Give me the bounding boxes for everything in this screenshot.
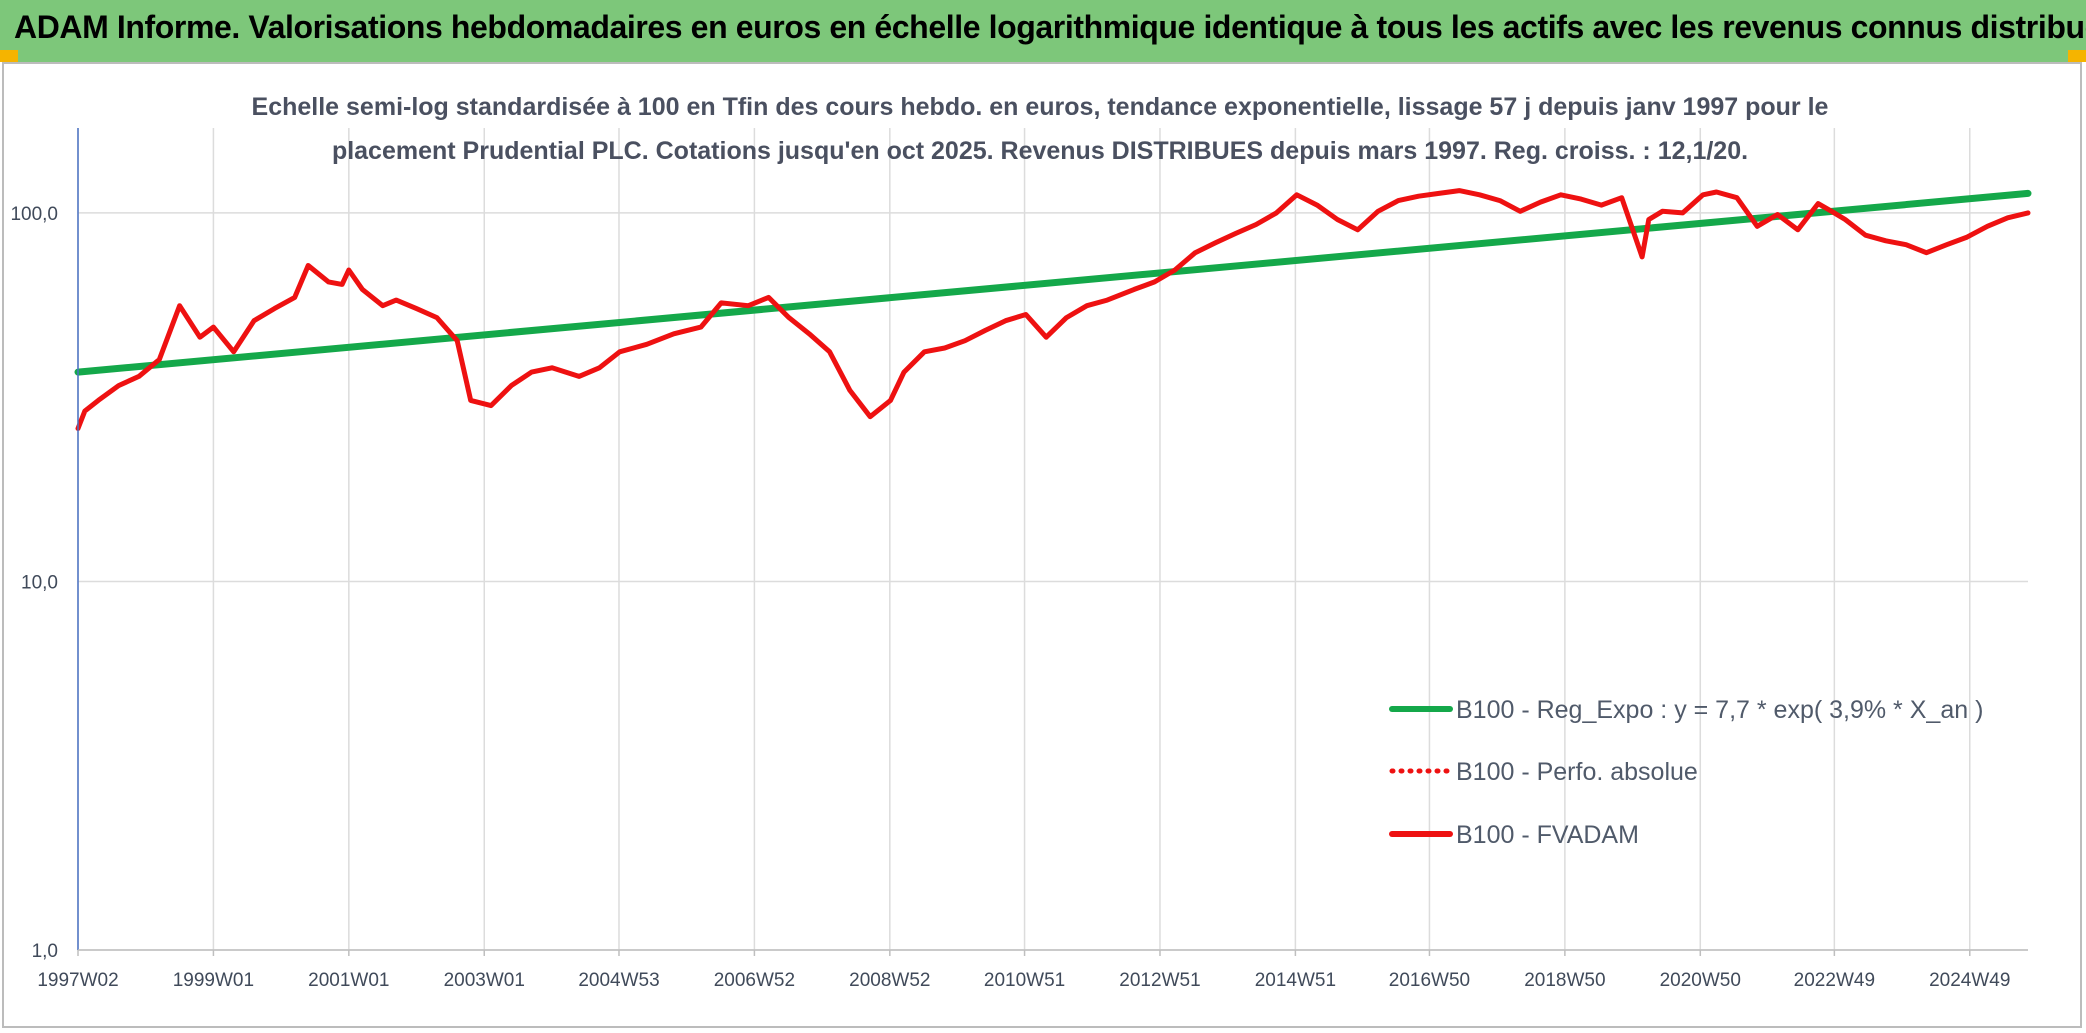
x-tick-label: 2012W51 bbox=[1119, 970, 1200, 991]
y-tick-label: 1,0 bbox=[32, 941, 58, 962]
legend: B100 - Reg_Expo : y = 7,7 * exp( 3,9% * … bbox=[1389, 696, 1983, 849]
corner-accent-left bbox=[0, 50, 18, 62]
x-tick-label: 2003W01 bbox=[444, 970, 525, 991]
report-title: ADAM Informe. Valorisations hebdomadaire… bbox=[14, 9, 2086, 45]
x-tick-label: 1999W01 bbox=[173, 970, 254, 991]
chart-title-line: placement Prudential PLC. Cotations jusq… bbox=[332, 137, 1748, 165]
x-tick-label: 2024W49 bbox=[1929, 970, 2010, 991]
x-tick-label: 2008W52 bbox=[849, 970, 930, 991]
x-tick-label: 2014W51 bbox=[1255, 970, 1336, 991]
y-tick-label: 10,0 bbox=[21, 572, 58, 593]
x-tick-label: 2010W51 bbox=[984, 970, 1065, 991]
y-tick-label: 100,0 bbox=[10, 204, 58, 225]
x-tick-label: 2020W50 bbox=[1660, 970, 1741, 991]
x-tick-label: 2001W01 bbox=[308, 970, 389, 991]
legend-item-perfo-absolue-label: B100 - Perfo. absolue bbox=[1456, 758, 1698, 786]
x-tick-label: 2004W53 bbox=[578, 970, 659, 991]
series-layer bbox=[74, 188, 2032, 431]
fvadam-line bbox=[75, 188, 2031, 431]
legend-item-regression-label: B100 - Reg_Expo : y = 7,7 * exp( 3,9% * … bbox=[1456, 696, 1983, 724]
x-tick-label: 2018W50 bbox=[1524, 970, 1605, 991]
regression-line bbox=[74, 189, 2032, 376]
report-banner: ADAM Informe. Valorisations hebdomadaire… bbox=[0, 0, 2086, 62]
x-tick-label: 2022W49 bbox=[1794, 970, 1875, 991]
chart-title: Echelle semi-log standardisée à 100 en T… bbox=[252, 93, 1829, 165]
corner-accent-right bbox=[2068, 50, 2086, 62]
legend-item-fvadam-label: B100 - FVADAM bbox=[1456, 821, 1639, 849]
x-tick-label: 1997W02 bbox=[37, 970, 118, 991]
grid-layer bbox=[77, 128, 2028, 951]
x-tick-label: 2016W50 bbox=[1389, 970, 1470, 991]
x-tick-label: 2006W52 bbox=[714, 970, 795, 991]
axis-layer: 1,0 10,0 100,0 1997W02 1999W01 2001W01 2003W01… bbox=[10, 128, 2028, 991]
chart-title-line: Echelle semi-log standardisée à 100 en T… bbox=[252, 93, 1829, 121]
